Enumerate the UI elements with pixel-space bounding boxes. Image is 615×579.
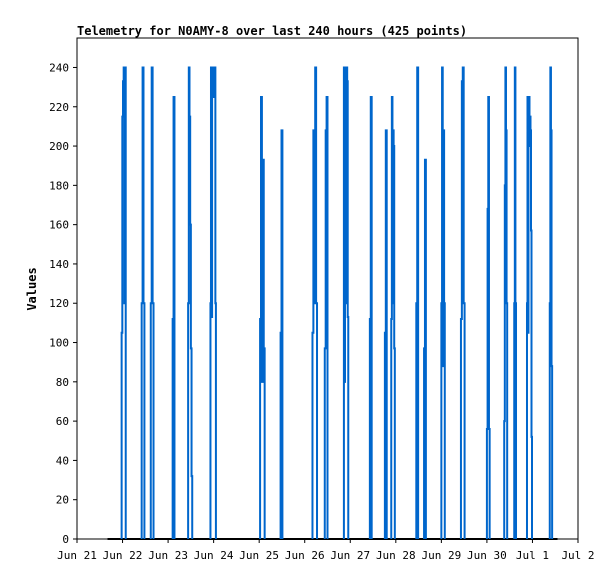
series-burst <box>525 95 533 539</box>
x-tick-label: Jun 23 <box>148 549 188 562</box>
x-tick-label: Jun 29 <box>421 549 461 562</box>
series-burst <box>342 66 350 539</box>
series-burst <box>140 66 146 539</box>
series-burst <box>415 66 420 539</box>
series-burst <box>171 95 176 539</box>
y-tick-label: 80 <box>56 376 69 389</box>
series-burst <box>390 95 396 539</box>
chart-title: Telemetry for N0AMY-8 over last 240 hour… <box>77 24 467 38</box>
x-tick-label: Jun 27 <box>330 549 370 562</box>
series-burst <box>503 66 509 539</box>
y-tick-label: 120 <box>49 297 69 310</box>
series-burst <box>311 66 319 539</box>
series-layer <box>120 66 554 539</box>
series-burst <box>259 95 266 539</box>
y-tick-label: 0 <box>62 533 69 546</box>
series-burst <box>485 95 491 539</box>
y-tick-label: 100 <box>49 337 69 350</box>
series-burst <box>423 158 427 539</box>
x-tick-label: Jun 26 <box>285 549 325 562</box>
series-burst <box>368 95 373 539</box>
y-tick-label: 200 <box>49 140 69 153</box>
y-axis: 0 20 40 60 80 100 120 140 160 180 200 220 240 <box>49 61 77 546</box>
series-burst <box>187 66 194 539</box>
y-tick-label: 160 <box>49 219 69 232</box>
series-burst <box>279 129 284 539</box>
x-axis: Jun 21 Jun 22 Jun 23 Jun 24 Jun 25 Jun 26 Jun … <box>57 539 595 562</box>
y-tick-label: 140 <box>49 258 69 271</box>
y-tick-label: 240 <box>49 61 69 74</box>
x-tick-label: Jul 2 <box>561 549 594 562</box>
x-tick-label: Jun 22 <box>103 549 143 562</box>
y-tick-label: 180 <box>49 179 69 192</box>
series-burst <box>323 95 329 539</box>
x-tick-label: Jun 21 <box>57 549 97 562</box>
y-axis-label: Values <box>25 267 39 310</box>
x-tick-label: Jun 30 <box>467 549 507 562</box>
series-burst <box>383 129 388 539</box>
series-burst <box>120 66 127 539</box>
series-burst <box>459 66 466 539</box>
series-burst <box>149 66 155 539</box>
y-tick-label: 220 <box>49 101 69 114</box>
series-burst <box>513 66 518 539</box>
y-tick-label: 40 <box>56 454 69 467</box>
series-burst <box>440 66 446 539</box>
x-tick-label: Jun 28 <box>376 549 416 562</box>
x-tick-label: Jul 1 <box>516 549 549 562</box>
y-tick-label: 20 <box>56 494 69 507</box>
series-burst <box>548 66 554 539</box>
series-burst <box>209 66 217 539</box>
y-tick-label: 60 <box>56 415 69 428</box>
x-tick-label: Jun 24 <box>194 549 234 562</box>
x-tick-label: Jun 25 <box>239 549 279 562</box>
